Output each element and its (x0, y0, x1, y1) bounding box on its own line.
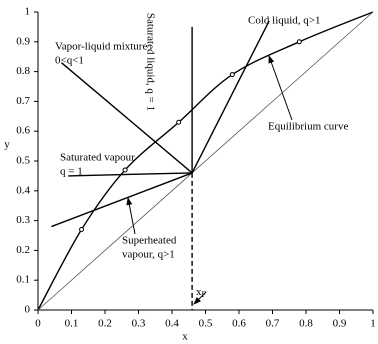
annotation: Cold liquid, q>1 (248, 15, 321, 27)
x-axis-label: x (182, 331, 188, 343)
line (68, 172, 193, 177)
annotation: Saturated vapour (60, 152, 135, 164)
y-tick-label: 0.5 (16, 155, 30, 167)
line (191, 20, 270, 174)
y-tick-label: 0.2 (16, 244, 30, 256)
y-axis-label: y (4, 139, 10, 151)
y-tick-label: 0.1 (16, 274, 30, 286)
line (51, 172, 193, 228)
annotation: Superheated (122, 235, 177, 247)
y-tick-label: 0.8 (16, 65, 30, 77)
x-tick-label: 0.9 (333, 318, 347, 330)
arrow (193, 291, 207, 305)
x-tick-label: 0.2 (98, 318, 112, 330)
y-tick-label: 0 (25, 304, 31, 316)
x-tick-label: 1 (370, 318, 376, 330)
line (37, 11, 374, 311)
x-tick-label: 0.6 (232, 318, 246, 330)
arrow (126, 197, 136, 235)
y-tick-label: 0.6 (16, 125, 30, 137)
x-tick-label: 0.1 (65, 318, 79, 330)
x-tick-label: 0.3 (132, 318, 146, 330)
x-tick-label: 0.8 (299, 318, 313, 330)
x-tick-label: 0.4 (165, 318, 179, 330)
y-tick-label: 0.3 (16, 214, 30, 226)
y-tick-label: 0.4 (16, 184, 30, 196)
annotation: Vapor-liquid mixture (55, 41, 147, 53)
point (296, 39, 302, 45)
point (79, 227, 85, 233)
y-tick-label: 1 (25, 6, 31, 18)
point (176, 119, 182, 125)
x-tick-label: 0.5 (199, 318, 213, 330)
annotation: Equilibrium curve (268, 121, 348, 133)
x-tick-label: 0 (35, 318, 41, 330)
annotation: 0<q<1 (55, 55, 84, 67)
line (60, 62, 193, 174)
y-tick-label: 0.9 (16, 35, 30, 47)
annotation: vapour, q>1 (122, 249, 175, 261)
point (122, 167, 128, 173)
arrow (268, 55, 293, 121)
annotation: q = 1 (60, 166, 83, 178)
annotation: Saturated liquid, q = 1 (144, 13, 156, 111)
feed-label-main: x (196, 286, 202, 298)
y-tick-label: 0.7 (16, 95, 30, 107)
x-tick-label: 0.7 (266, 318, 280, 330)
point (229, 72, 235, 78)
